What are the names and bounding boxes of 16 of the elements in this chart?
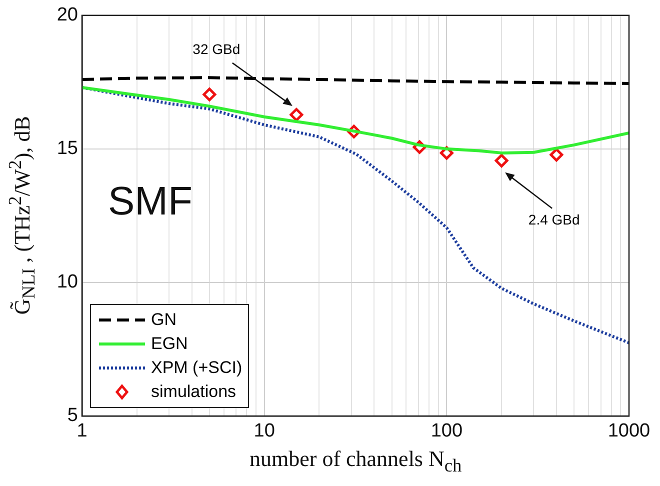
y-tick-label: 20 <box>56 4 78 26</box>
x-tick-label: 10 <box>254 420 275 442</box>
x-axis-title: number of channels N$_{ch}$ <box>250 446 462 476</box>
legend-label: EGN <box>151 334 188 354</box>
annotation: 2.4 GBd <box>528 211 580 228</box>
legend-label: simulations <box>151 382 236 402</box>
y-tick-label: 5 <box>67 405 78 426</box>
legend-label: GN <box>151 310 176 330</box>
y-tick-label: 10 <box>56 272 78 293</box>
annotation: 32 GBd <box>192 40 240 57</box>
x-tick-label: 100 <box>430 420 463 442</box>
annotation: SMF <box>108 180 192 224</box>
x-tick-label: 1000 <box>608 420 650 442</box>
legend-label: XPM (+SCI) <box>151 358 242 378</box>
y-tick-label: 15 <box>56 138 78 160</box>
x-tick-label: 1 <box>76 420 88 442</box>
